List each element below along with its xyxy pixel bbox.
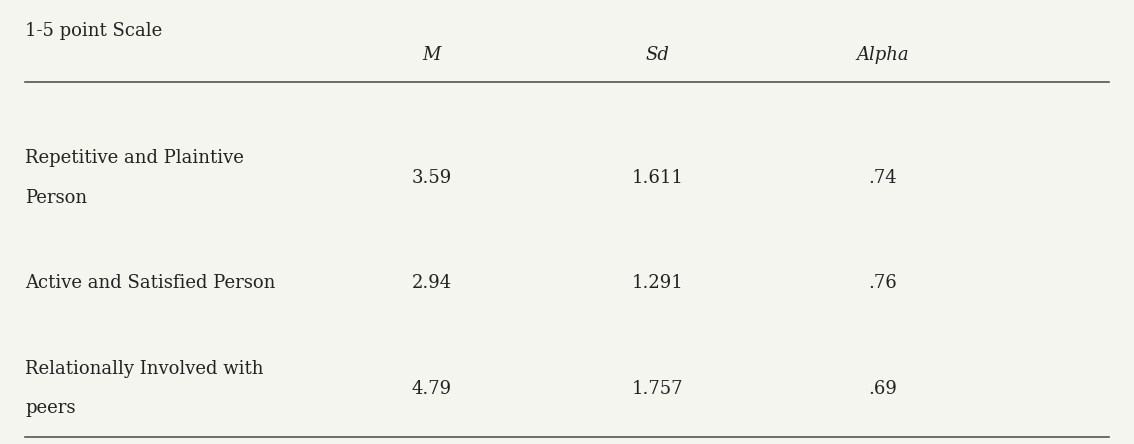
Text: 4.79: 4.79 [412,380,451,398]
Text: Sd: Sd [645,46,669,64]
Text: 1-5 point Scale: 1-5 point Scale [25,22,162,40]
Text: M: M [422,46,441,64]
Text: Active and Satisfied Person: Active and Satisfied Person [25,274,276,293]
Text: Repetitive and Plaintive: Repetitive and Plaintive [25,150,244,167]
Text: 2.94: 2.94 [412,274,451,293]
Text: 1.757: 1.757 [632,380,683,398]
Text: Person: Person [25,189,87,207]
Text: Relationally Involved with: Relationally Involved with [25,360,264,378]
Text: .74: .74 [869,169,897,187]
Text: .69: .69 [869,380,897,398]
Text: 3.59: 3.59 [412,169,451,187]
Text: peers: peers [25,399,76,417]
Text: Alpha: Alpha [856,46,909,64]
Text: 1.611: 1.611 [632,169,683,187]
Text: .76: .76 [869,274,897,293]
Text: 1.291: 1.291 [632,274,683,293]
